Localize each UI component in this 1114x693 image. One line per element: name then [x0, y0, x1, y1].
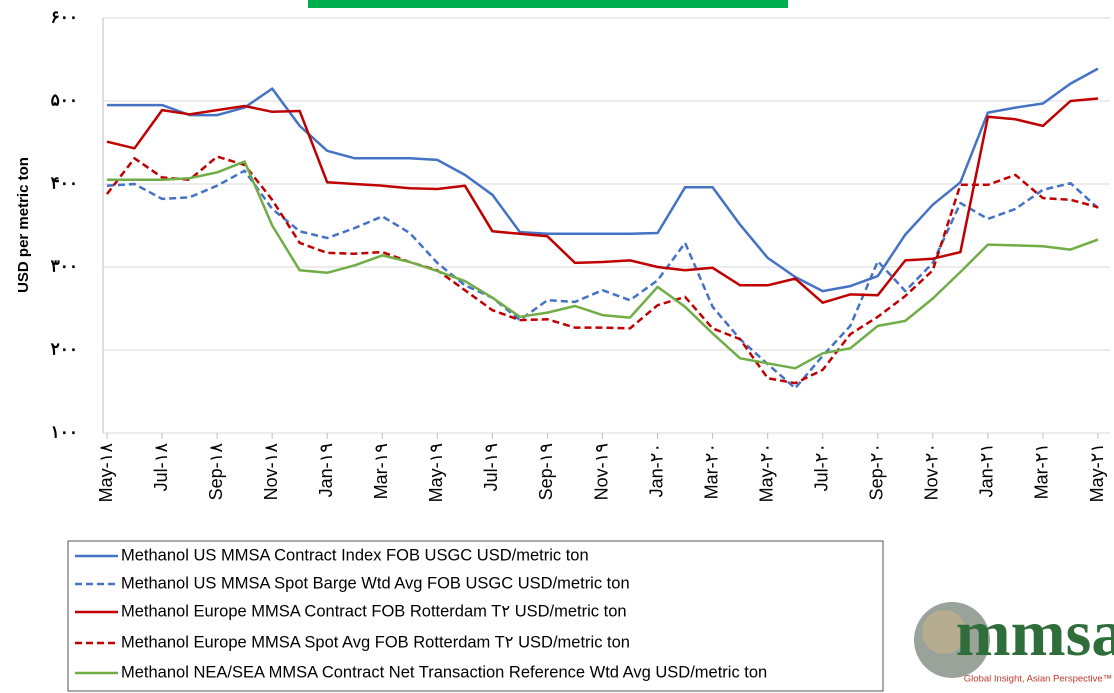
- legend: [67, 540, 884, 692]
- series-line: [106, 155, 1099, 385]
- x-tick-label: May-۱۹: [426, 443, 446, 502]
- logo: mmsa Global Insight, Asian Perspective™: [914, 597, 1114, 685]
- x-tick-label: Sep-۱۹: [536, 443, 556, 500]
- series-line: [107, 67, 1099, 293]
- x-tick-label: May-۲۰: [756, 443, 776, 502]
- x-tick-label: Mar-۲۰: [701, 443, 721, 499]
- x-tick-label: Nov-۱۸: [261, 443, 281, 501]
- y-tick-label: ۲۰۰: [51, 339, 78, 358]
- legend-label: Methanol NEA/SEA MMSA Contract Net Trans…: [121, 663, 767, 681]
- x-tick-label: Nov-۲۰: [922, 443, 942, 500]
- y-tick-label: ۶۰۰: [51, 7, 78, 26]
- series-line: [107, 160, 1099, 370]
- x-tick-label: Jul-۲۰: [811, 443, 831, 491]
- y-tick-label: ۴۰۰: [51, 173, 78, 192]
- x-tick-label: Mar-۱۹: [371, 443, 391, 499]
- y-tick-label: ۵۰۰: [51, 90, 78, 109]
- x-tick-label: Sep-۲۰: [867, 443, 887, 500]
- series-line: [106, 169, 1099, 390]
- x-tick-label: Mar-۲۱: [1032, 443, 1052, 499]
- y-axis-label: USD per metric ton: [15, 157, 32, 293]
- legend-label: Methanol Europe MMSA Spot Avg FOB Rotter…: [121, 633, 630, 651]
- x-tick-label: Jan-۱۹: [316, 443, 336, 497]
- y-tick-label: ۳۰۰: [51, 256, 78, 275]
- legend-label: Methanol US MMSA Contract Index FOB USGC…: [121, 546, 589, 564]
- logo-name: mmsa: [956, 597, 1114, 670]
- logo-tagline: Global Insight, Asian Perspective™: [964, 674, 1112, 685]
- x-tick-label: Nov-۱۹: [591, 443, 611, 500]
- x-tick-label: May-۱۸: [96, 443, 116, 503]
- x-tick-label: May-۲۱: [1087, 443, 1107, 502]
- x-tick-label: Jan-۲۰: [646, 443, 666, 497]
- series-line: [106, 97, 1099, 304]
- y-tick-label: ۱۰۰: [51, 422, 78, 441]
- legend-label: Methanol Europe MMSA Contract FOB Rotter…: [121, 602, 627, 620]
- x-tick-label: Jul-۱۸: [151, 443, 171, 492]
- header-bar: [308, 0, 788, 8]
- x-tick-label: Jan-۲۱: [977, 443, 997, 497]
- x-tick-label: Sep-۱۸: [206, 443, 226, 501]
- x-tick-label: Jul-۱۹: [481, 443, 501, 491]
- logo-globe-land: [922, 610, 966, 654]
- legend-label: Methanol US MMSA Spot Barge Wtd Avg FOB …: [121, 574, 630, 592]
